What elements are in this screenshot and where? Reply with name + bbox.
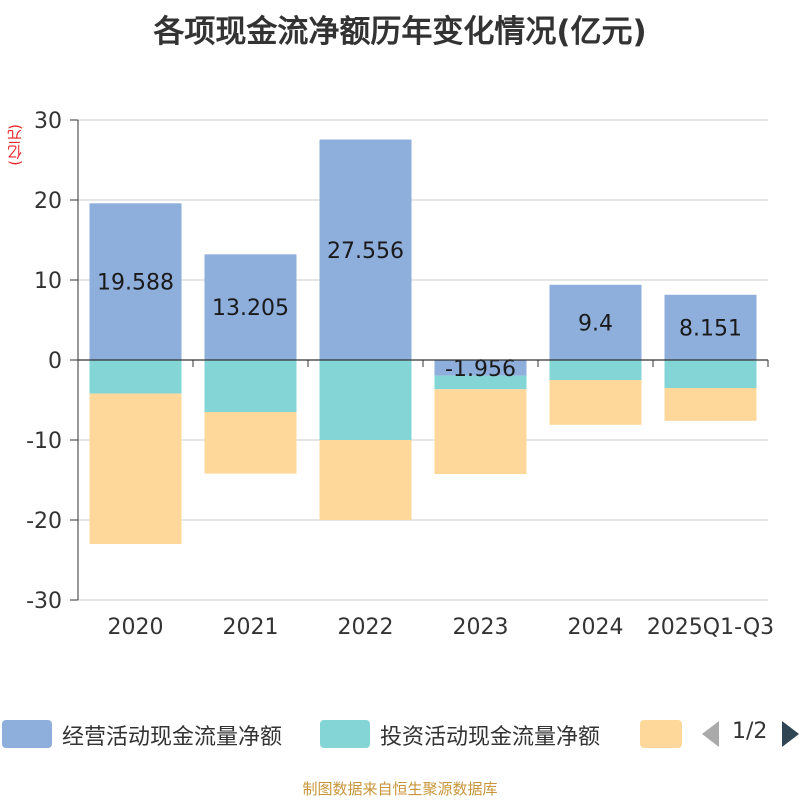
bar-segment-2 (549, 360, 642, 380)
data-label: 8.151 (679, 316, 742, 341)
y-tick-label: 20 (34, 189, 62, 214)
bar-segment-3 (549, 380, 642, 425)
legend-page-indicator: 1/2 (732, 719, 768, 744)
bar-segment-1 (549, 284, 642, 360)
triangle-right-icon[interactable] (782, 721, 799, 747)
x-tick-label: 2023 (453, 615, 509, 640)
y-tick-label: 30 (34, 109, 62, 134)
bar-segment-3 (89, 393, 182, 544)
y-tick-label: -20 (26, 509, 62, 534)
bar-segment-3 (434, 389, 527, 475)
bar-segment-3 (319, 440, 412, 520)
triangle-left-icon[interactable] (702, 721, 719, 747)
bar-segment-1 (319, 139, 412, 360)
bar-chart: -30 -20 -10 0 10 20 30 19.588 2020 13.205 2021 27.5… (26, 109, 774, 640)
y-tick-label: -30 (26, 589, 62, 614)
data-label: 19.588 (97, 271, 174, 296)
bar-segment-1 (434, 360, 527, 376)
y-tick-label: 0 (48, 349, 62, 374)
bar-segment-1 (664, 294, 757, 360)
legend-label-operating[interactable]: 经营活动现金流量净额 (62, 725, 283, 750)
bar-segment-2 (664, 360, 757, 388)
chart-title: 各项现金流净额历年变化情况(亿元) (153, 14, 647, 50)
bar-segment-3 (664, 388, 757, 421)
legend-swatch-operating[interactable] (2, 720, 52, 748)
source-footer: 制图数据来自恒生聚源数据库 (302, 780, 498, 798)
bar-segment-3 (204, 412, 297, 474)
y-tick-label: -10 (26, 429, 62, 454)
legend-label-investing[interactable]: 投资活动现金流量净额 (380, 725, 601, 750)
legend-swatch-financing[interactable] (640, 720, 682, 748)
data-label: 27.556 (327, 239, 404, 264)
x-tick-label: 2020 (108, 615, 164, 640)
x-tick-label: 2022 (338, 615, 394, 640)
data-label: 9.4 (578, 311, 613, 336)
x-tick-label: 2024 (568, 615, 624, 640)
bar-segment-2 (204, 360, 297, 412)
legend-swatch-investing[interactable] (320, 720, 370, 748)
legend: 经营活动现金流量净额 投资活动现金流量净额 1/2 (0, 716, 800, 756)
data-label: 13.205 (212, 296, 289, 321)
bar-segment-1 (89, 203, 182, 360)
bar-segment-2 (89, 360, 182, 394)
x-tick-label: 2021 (223, 615, 279, 640)
bar-segment-2 (434, 375, 527, 390)
x-tick-label: 2025Q1-Q3 (647, 615, 774, 640)
bar-segment-1 (204, 254, 297, 360)
bar-segment-2 (319, 360, 412, 440)
data-label: -1.956 (445, 357, 516, 382)
y-tick-label: 10 (34, 269, 62, 294)
